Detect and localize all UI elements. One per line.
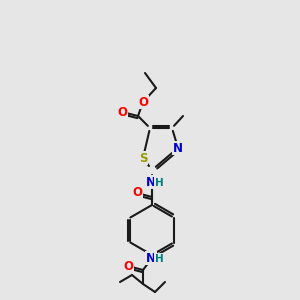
Text: N: N: [146, 251, 156, 265]
Text: N: N: [146, 176, 156, 188]
Text: H: H: [154, 178, 164, 188]
Text: N: N: [173, 142, 183, 154]
Text: O: O: [123, 260, 133, 272]
Text: O: O: [138, 95, 148, 109]
Text: O: O: [117, 106, 127, 118]
Text: H: H: [154, 254, 164, 264]
Text: S: S: [139, 152, 147, 164]
Text: O: O: [132, 187, 142, 200]
